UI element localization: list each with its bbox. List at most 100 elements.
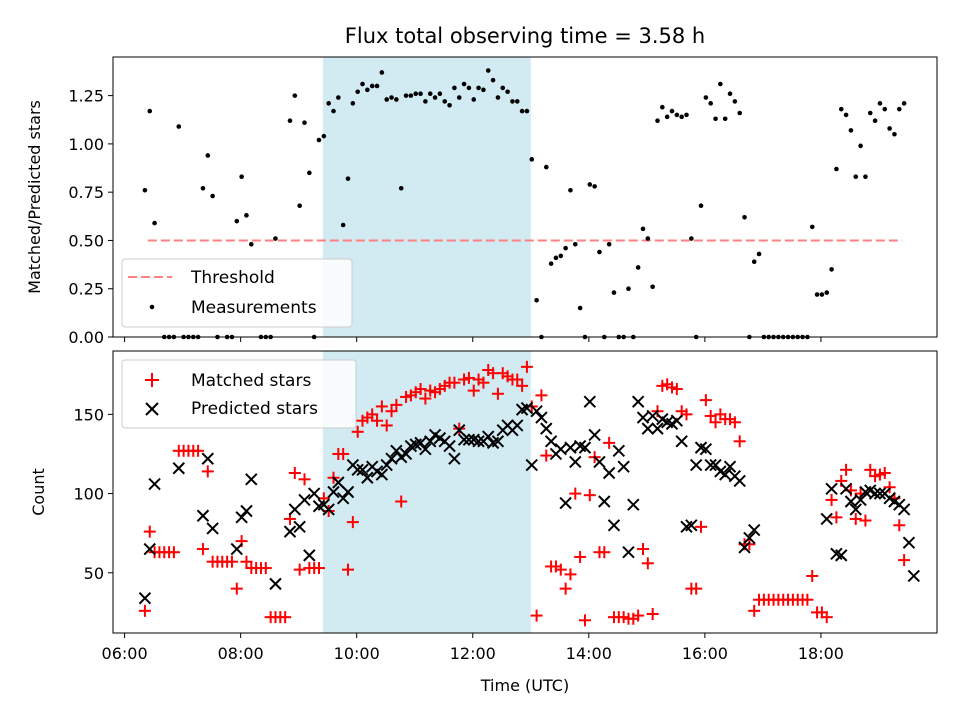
x-tick-label: 08:00	[218, 644, 264, 663]
measurement-point	[345, 176, 351, 181]
matched-star-point	[337, 447, 350, 460]
counts-y-tick-label: 100	[73, 485, 104, 504]
measurement-point	[737, 110, 743, 116]
counts-legend-box	[121, 359, 357, 429]
measurement-point	[640, 226, 646, 232]
predicted-star-point	[588, 428, 601, 442]
predicted-star-point	[201, 452, 214, 465]
measurement-point	[418, 91, 423, 96]
measurement-point	[452, 85, 457, 91]
predicted-star-point	[844, 495, 858, 508]
predicted-star-point	[138, 591, 152, 605]
predicted-star-point	[733, 474, 746, 488]
predicted-star-point	[385, 452, 398, 465]
matched-star-point	[893, 519, 906, 532]
legend-measurements-swatch	[149, 304, 155, 310]
measurement-point	[302, 120, 307, 125]
predicted-star-point	[564, 441, 577, 454]
predicted-star-point	[535, 411, 548, 424]
predicted-star-point	[336, 492, 350, 505]
measurement-point	[679, 114, 684, 120]
predicted-star-point	[230, 542, 244, 556]
measurement-point	[461, 81, 467, 87]
predicted-star-point	[569, 455, 582, 469]
predicted-star-point	[443, 439, 456, 453]
ratio-legend: Threshold Measurements	[121, 258, 353, 328]
measurement-point	[205, 153, 211, 158]
measurement-point	[655, 118, 660, 124]
matched-star-point	[520, 360, 533, 373]
predicted-star-point	[399, 447, 413, 461]
predicted-star-point	[298, 493, 311, 507]
measurement-point	[369, 83, 375, 89]
matched-star-point	[646, 607, 659, 620]
matched-star-point	[462, 371, 475, 384]
predicted-star-point	[525, 458, 538, 472]
measurement-point	[684, 112, 689, 118]
measurement-point	[321, 133, 327, 139]
predicted-star-point	[868, 487, 882, 500]
matched-star-point	[820, 611, 833, 624]
predicted-star-point	[414, 436, 427, 450]
matched-star-point	[293, 563, 306, 576]
matched-star-point	[878, 466, 891, 479]
predicted-star-point	[723, 460, 737, 473]
measurement-point	[751, 259, 757, 264]
predicted-star-point	[530, 404, 543, 418]
matched-star-point	[259, 562, 272, 575]
predicted-star-point	[482, 430, 495, 443]
measurement-point	[872, 118, 878, 124]
predicted-star-point	[607, 519, 621, 532]
predicted-star-point	[839, 482, 853, 496]
measurement-point	[626, 286, 631, 292]
measurement-point	[543, 164, 549, 170]
measurement-point	[244, 213, 249, 218]
measurement-point	[249, 242, 254, 247]
predicted-star-point	[462, 433, 476, 446]
ratio-y-tick-label: 0.00	[68, 328, 104, 347]
predicted-star-point	[617, 460, 630, 473]
measurement-point	[307, 170, 312, 176]
measurement-point	[316, 137, 322, 143]
predicted-star-point	[593, 455, 606, 469]
predicted-star-point	[332, 476, 345, 489]
ratio-axes-frame	[112, 56, 938, 338]
predicted-star-point	[631, 395, 645, 408]
predicted-star-point	[554, 443, 567, 456]
predicted-star-point	[322, 503, 335, 516]
measurement-point	[587, 182, 593, 187]
predicted-star-point	[897, 503, 911, 516]
matched-star-point	[375, 400, 388, 413]
matched-star-point	[564, 568, 577, 581]
measurement-point	[336, 95, 341, 100]
counts-axes-frame	[112, 350, 938, 634]
measurement-point	[210, 193, 215, 199]
predicted-star-point	[627, 498, 640, 511]
measurement-point	[867, 110, 873, 116]
predicted-star-point	[361, 471, 374, 484]
matched-star-point	[511, 373, 524, 386]
predicted-star-point	[390, 444, 403, 458]
ratio-y-tick-label: 1.25	[68, 87, 104, 106]
predicted-star-point	[636, 411, 650, 424]
matched-star-point	[849, 512, 862, 525]
measurement-point	[374, 83, 380, 89]
matched-star-point	[578, 614, 591, 627]
measurement-point	[892, 131, 897, 137]
measurement-point	[834, 166, 839, 172]
predicted-star-point	[419, 443, 432, 456]
predicted-star-point	[356, 463, 369, 477]
predicted-star-point	[235, 511, 248, 524]
measurement-point	[287, 118, 293, 124]
legend-predicted-swatch	[145, 402, 159, 416]
measurement-point	[664, 114, 670, 120]
matched-star-point	[346, 516, 359, 529]
predicted-star-point	[820, 512, 833, 526]
measurement-point	[635, 265, 641, 270]
predicted-star-point	[196, 509, 210, 522]
panel-counts: 50 100 150 06:00 08:00 10:00 12:00 14:00 16:00 1…	[29, 350, 938, 695]
matched-star-point	[748, 604, 761, 617]
matched-star-point	[491, 387, 504, 400]
x-tick-label: 14:00	[566, 644, 612, 663]
measurement-point	[563, 245, 568, 251]
